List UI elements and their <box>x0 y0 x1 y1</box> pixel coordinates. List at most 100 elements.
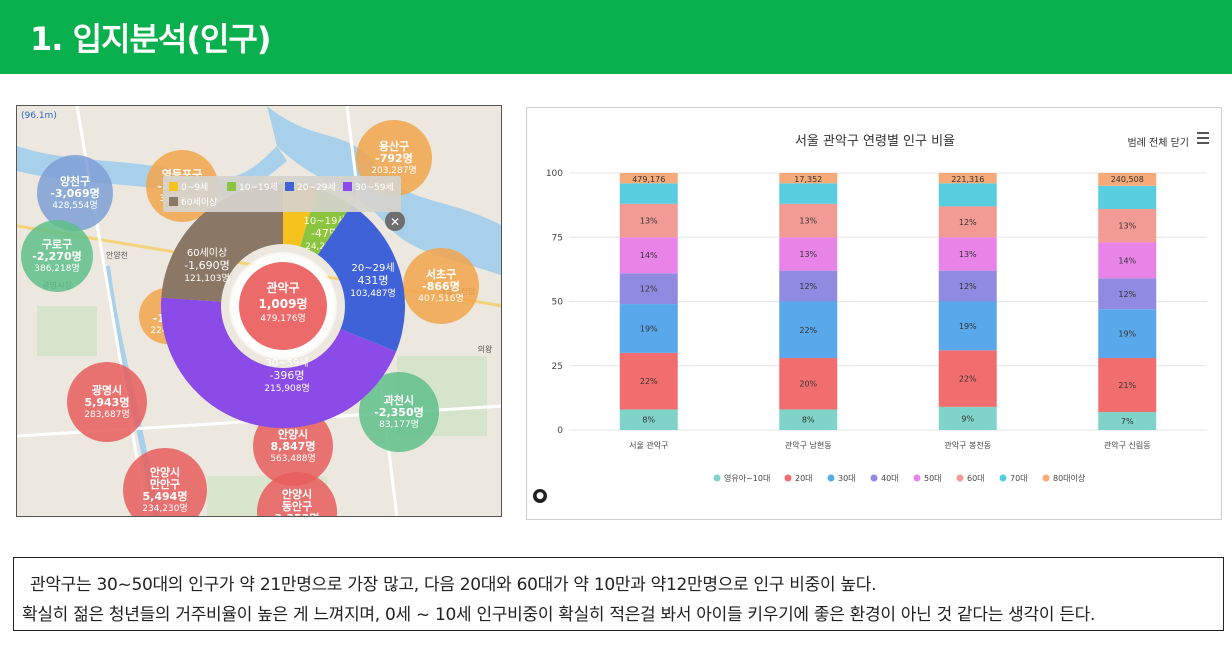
bar-segment-label: 22% <box>799 326 817 335</box>
bar-segment-label: 19% <box>1118 330 1136 339</box>
bar-segment[interactable] <box>938 406 997 430</box>
chart-legend-label: 70대 <box>1010 474 1028 483</box>
chart-legend-label: 60대 <box>967 474 985 483</box>
chart-legend-item[interactable]: 30대 <box>827 474 856 483</box>
donut-close-icon[interactable]: ✕ <box>385 211 405 231</box>
stacked-bar-chart: 0 25 50 75 100 8% 22% 19% 12% 14% 13% 479,176 서울 관악구… <box>546 169 1207 483</box>
bar-segment[interactable] <box>619 352 678 410</box>
district-change: -792명 <box>375 151 413 165</box>
bar-segment-label: 19% <box>959 322 977 331</box>
district-change: 5,494명 <box>143 489 188 503</box>
legend-close-button[interactable]: 범례 전체 닫기 <box>1127 138 1189 149</box>
bar-segment[interactable] <box>619 273 678 305</box>
legend-swatch <box>343 182 352 191</box>
chart-legend-item[interactable]: 40대 <box>870 474 899 483</box>
district-name: 만안구 <box>150 477 180 491</box>
bar-segment[interactable] <box>1098 242 1157 279</box>
hamburger-menu-icon[interactable] <box>1197 132 1209 144</box>
bar-segment[interactable] <box>619 183 678 204</box>
chart-legend-label: 40대 <box>881 474 899 483</box>
district-change: -2,350명 <box>374 405 423 419</box>
bar-segment[interactable] <box>1098 412 1157 430</box>
chart-legend-item[interactable]: 50대 <box>913 474 942 483</box>
bar-segment[interactable] <box>1098 358 1157 413</box>
bar-segment[interactable] <box>938 206 997 238</box>
map-place-label: 의왕 <box>478 344 493 354</box>
bar-segment[interactable] <box>1098 208 1157 243</box>
bar-total-label: 221,316 <box>951 175 984 184</box>
bar-total-label: 479,176 <box>632 175 665 184</box>
donut-segment[interactable] <box>317 205 405 352</box>
chart-legend-item[interactable]: 80대이상 <box>1042 473 1086 483</box>
bar-segment[interactable] <box>619 203 678 238</box>
legend-swatch <box>169 182 178 191</box>
bar-segment[interactable] <box>779 173 838 184</box>
legend-dot <box>999 474 1007 482</box>
bar-segment[interactable] <box>779 270 838 302</box>
bar-segment[interactable] <box>938 183 997 207</box>
donut-center-circle[interactable] <box>239 262 327 350</box>
bar-segment-label: 12% <box>799 282 817 291</box>
chart-legend-label: 20대 <box>795 474 813 483</box>
donut-segment[interactable] <box>161 184 283 302</box>
bar-segment[interactable] <box>1098 185 1157 209</box>
bar-segment[interactable] <box>619 173 678 184</box>
donut-segment-change: 431명 <box>357 274 388 287</box>
bar-segment[interactable] <box>1098 173 1157 186</box>
chart-legend-item[interactable]: 20대 <box>784 474 813 483</box>
chart-legend-label: 영유아~10대 <box>724 473 770 483</box>
district-change: -2,270명 <box>32 249 81 263</box>
district-total: 83,177명 <box>379 419 419 430</box>
donut-segment[interactable] <box>161 297 397 428</box>
chart-title: 서울 관악구 연령별 인구 비율 <box>794 134 956 149</box>
population-map[interactable]: (96.1m) 예술의전당안양천광명시청의왕 양천구-3,069명428,554… <box>16 105 502 517</box>
map-legend-box <box>163 176 401 212</box>
chart-legend-item[interactable]: 60대 <box>956 474 985 483</box>
legend-label: 10~19세 <box>239 182 278 193</box>
bar-segment[interactable] <box>619 237 678 274</box>
district-change: 5,943명 <box>85 395 130 409</box>
bar-segment[interactable] <box>619 304 678 353</box>
legend-dot <box>956 474 964 482</box>
bar-segment-label: 12% <box>959 282 977 291</box>
chart-legend-item[interactable]: 70대 <box>999 474 1028 483</box>
bar-segment[interactable] <box>619 409 678 430</box>
legend-label: 30~59세 <box>355 182 394 193</box>
bar-segment-label: 12% <box>1118 290 1136 299</box>
bar-segment[interactable] <box>1098 278 1157 310</box>
bar-segment[interactable] <box>1098 309 1157 359</box>
donut-segment-total: 215,908명 <box>264 383 310 394</box>
district-total: 203,287명 <box>371 165 417 176</box>
district-bubble[interactable]: 안양시동안구3,353명329,258명 <box>257 472 337 517</box>
bar-segment[interactable] <box>779 237 838 271</box>
bar-segment[interactable] <box>779 301 838 359</box>
donut-segment-change: -396명 <box>269 369 304 382</box>
bar-segment[interactable] <box>779 203 838 238</box>
y-tick-label: 0 <box>557 426 563 436</box>
bar-segment[interactable] <box>938 237 997 271</box>
bar-segment[interactable] <box>938 173 997 184</box>
scale-label: (96.1m) <box>21 111 57 121</box>
bar-segment-label: 21% <box>1118 381 1136 390</box>
bar-segment[interactable] <box>938 350 997 407</box>
district-name: 안양시 <box>282 487 312 501</box>
bar-segment[interactable] <box>779 183 838 204</box>
bar-segment-label: 22% <box>959 375 977 384</box>
bar-segment[interactable] <box>779 409 838 430</box>
y-tick-label: 100 <box>546 169 563 179</box>
bar-segment[interactable] <box>938 301 997 351</box>
chart-legend-item[interactable]: 영유아~10대 <box>713 473 771 483</box>
district-name: 용산구 <box>379 139 409 153</box>
donut-segment-label: 10~19세 <box>303 215 346 227</box>
y-tick-label: 50 <box>552 298 564 308</box>
bar-segment[interactable] <box>779 358 838 410</box>
donut-segment-label: 30~59세 <box>265 357 308 369</box>
x-tick-label: 관악구 남현동 <box>785 440 832 450</box>
bar-segment[interactable] <box>938 270 997 302</box>
